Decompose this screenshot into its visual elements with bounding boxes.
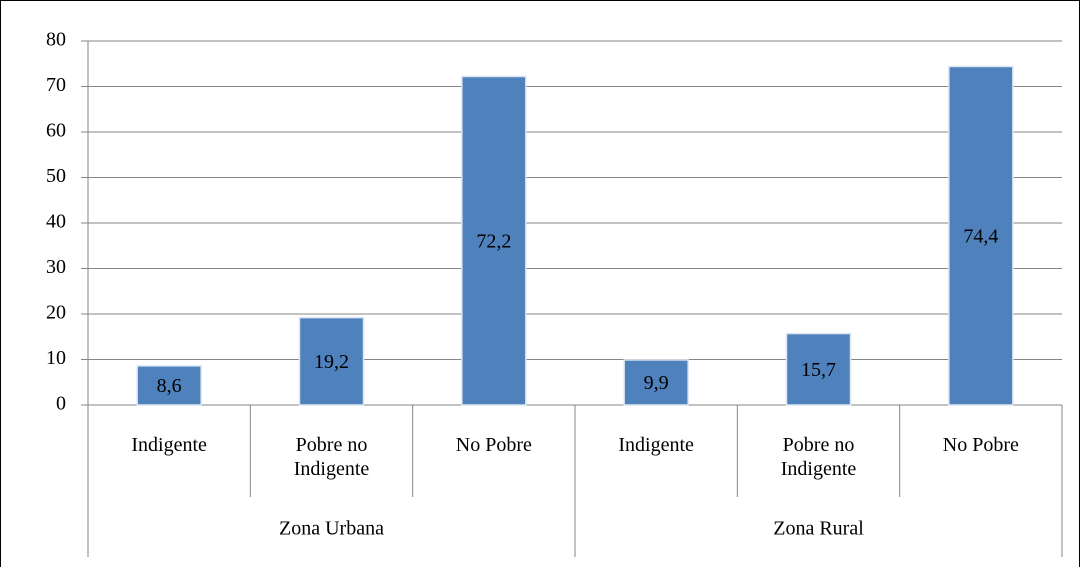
y-tick-label: 40 bbox=[46, 211, 66, 233]
bar bbox=[461, 75, 527, 406]
bar bbox=[623, 359, 689, 406]
value-label: 9,9 bbox=[644, 372, 669, 394]
value-label: 8,6 bbox=[157, 375, 182, 397]
x-tick-label: No Pobre bbox=[942, 434, 1019, 456]
x-tick-label: Indigente bbox=[618, 434, 694, 456]
x-tick-label: Pobre no Indigente bbox=[780, 434, 857, 480]
x-tick-label: No Pobre bbox=[455, 434, 532, 456]
bar bbox=[298, 316, 365, 406]
bar bbox=[785, 332, 852, 406]
y-tick-label: 10 bbox=[46, 347, 66, 369]
y-tick-label: 60 bbox=[46, 120, 66, 142]
value-label: 72,2 bbox=[476, 230, 511, 252]
value-label: 19,2 bbox=[314, 351, 349, 373]
y-tick-label: 20 bbox=[46, 302, 66, 324]
x-tick-label: Pobre no Indigente bbox=[293, 434, 370, 480]
y-tick-label: 80 bbox=[46, 29, 66, 51]
y-tick-label: 70 bbox=[46, 74, 66, 96]
bar bbox=[948, 65, 1014, 406]
y-tick-label: 50 bbox=[46, 165, 66, 187]
y-tick-label: 0 bbox=[56, 393, 66, 415]
group-label: Zona Urbana bbox=[279, 518, 384, 540]
value-label: 74,4 bbox=[963, 225, 998, 247]
x-tick-label: Indigente bbox=[131, 434, 207, 456]
value-label: 15,7 bbox=[801, 359, 836, 381]
y-tick-label: 30 bbox=[46, 256, 66, 278]
group-label: Zona Rural bbox=[773, 518, 864, 540]
bar bbox=[136, 365, 202, 406]
